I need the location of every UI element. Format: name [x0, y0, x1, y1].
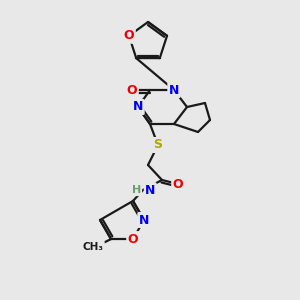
Text: H: H [132, 185, 141, 195]
Text: O: O [173, 178, 183, 190]
Text: O: O [128, 232, 138, 246]
Text: O: O [124, 29, 134, 42]
Text: N: N [133, 100, 143, 113]
Text: N: N [145, 184, 155, 196]
Text: S: S [154, 139, 163, 152]
Text: O: O [127, 83, 137, 97]
Text: N: N [139, 214, 149, 226]
Text: N: N [169, 83, 179, 97]
Text: CH₃: CH₃ [82, 242, 103, 252]
